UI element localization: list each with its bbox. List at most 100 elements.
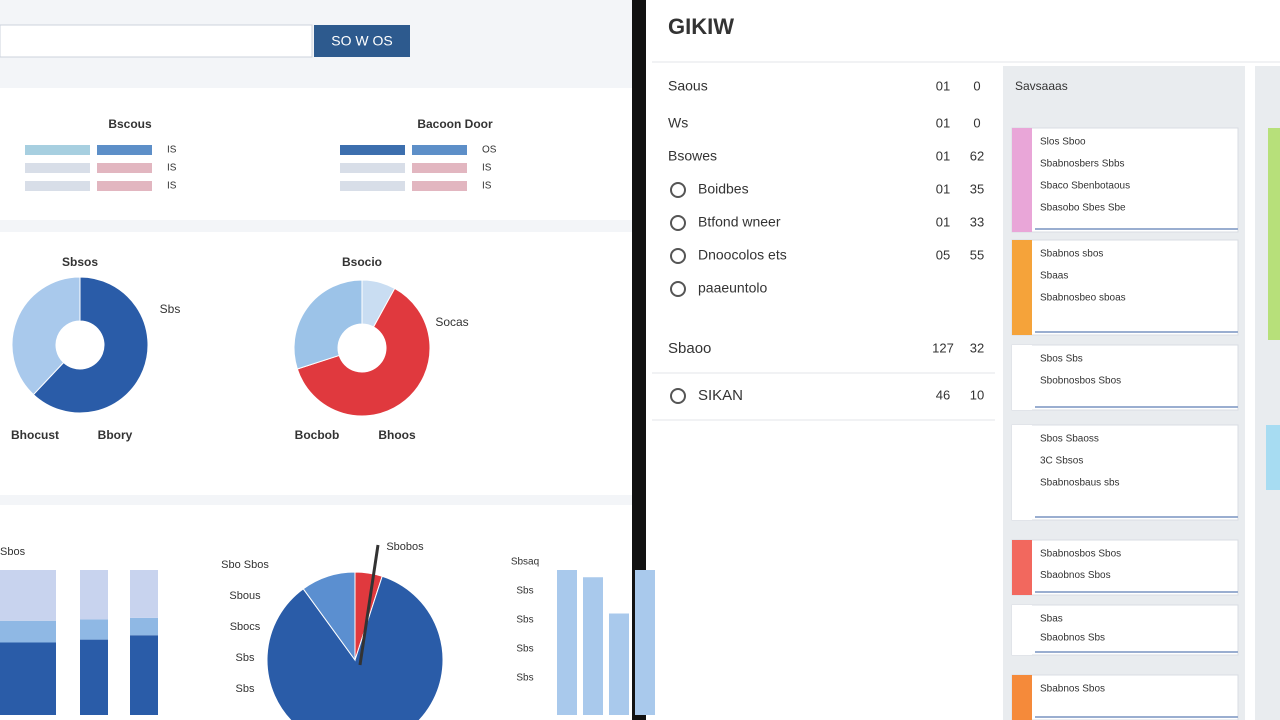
pie-pointer: [358, 544, 380, 666]
card-stripe: [1012, 540, 1032, 595]
stat-value: IS: [167, 145, 177, 156]
card-text: Sbas: [1040, 614, 1063, 625]
nav-count: 0: [973, 115, 980, 130]
card-stripe: [1012, 345, 1032, 410]
section-count: 32: [970, 340, 984, 355]
nav-item: Dnoocolos ets: [698, 247, 787, 263]
card: [1011, 127, 1239, 233]
stat-bar: [25, 163, 90, 173]
card-text: Sbos Sbs: [1040, 354, 1083, 365]
stat-title: Bscous: [108, 117, 152, 131]
card: [1011, 539, 1239, 596]
stat-bar: [97, 163, 152, 173]
donut-label: Sbs: [160, 302, 181, 316]
bars2-label: Sbs: [516, 615, 533, 626]
bar: [0, 570, 28, 621]
stat-bar: [97, 145, 152, 155]
card-stripe: [1012, 425, 1032, 520]
nav-count: 35: [970, 181, 984, 196]
bars2-label: Sbs: [516, 673, 533, 684]
stats-card: [0, 88, 632, 220]
card-stripe: [1012, 675, 1032, 720]
bar: [557, 570, 577, 715]
card-text: Slos Sboo: [1040, 137, 1086, 148]
card-text: Sbaco Sbenbotaous: [1040, 181, 1130, 192]
card-text: Sbabnosbaus sbs: [1040, 478, 1120, 489]
stat-bar: [412, 163, 467, 173]
bars2-label: Sbs: [516, 586, 533, 597]
nav-count: 05: [936, 247, 950, 262]
bars2-label: Sbsaq: [511, 557, 539, 568]
card-text: Sbabnos sbos: [1040, 249, 1103, 260]
stat-value: IS: [482, 181, 492, 192]
donut-caption: Bhoos: [378, 428, 416, 442]
pie-label: Sbs: [236, 652, 255, 664]
search-button[interactable]: [314, 25, 410, 57]
bar: [130, 617, 158, 636]
stat-bar: [340, 163, 405, 173]
pie-label: Sbous: [229, 590, 261, 602]
stat-bar: [25, 145, 90, 155]
donut-caption: Bbory: [98, 428, 133, 442]
nav-icon: [670, 281, 686, 297]
donut-label: Socas: [435, 315, 468, 329]
donut-caption: Bocbob: [295, 428, 340, 442]
nav-item: Ws: [668, 115, 688, 131]
section-label: SIKAN: [698, 387, 743, 404]
stat-value: IS: [482, 163, 492, 174]
card-text: Sbobnosbos Sbos: [1040, 376, 1121, 387]
card-stripe: [1268, 128, 1280, 340]
stat-bar: [340, 181, 405, 191]
card-stripe: [1266, 425, 1280, 490]
stat-value: IS: [167, 163, 177, 174]
pie-slice: [296, 287, 431, 417]
stat-value: IS: [167, 181, 177, 192]
nav-item: paaeuntolo: [698, 280, 768, 296]
section-count: 46: [936, 387, 950, 402]
bar: [635, 570, 655, 715]
card-text: Sbasobo Sbes Sbe: [1040, 203, 1126, 214]
column-title: Savsaaas: [1015, 79, 1068, 93]
bar: [80, 619, 108, 640]
nav-count: 33: [970, 214, 984, 229]
card-text: Sbaas: [1040, 271, 1068, 282]
card: [1011, 344, 1239, 411]
nav-item: Saous: [668, 78, 708, 94]
nav-count: 62: [970, 148, 984, 163]
bar: [28, 642, 56, 715]
pie-slice: [293, 279, 363, 370]
nav-count: 01: [936, 214, 950, 229]
card-text: 3C Sbsos: [1040, 456, 1083, 467]
stat-bar: [412, 145, 467, 155]
donut-title: Bsocio: [342, 255, 382, 269]
pie-label: Sbocs: [230, 621, 261, 633]
donut-title: Sbsos: [62, 255, 98, 269]
section-count: 10: [970, 387, 984, 402]
pie-label: Sbs: [236, 683, 255, 695]
bar: [130, 635, 158, 715]
bar: [609, 613, 629, 715]
nav-icon: [670, 248, 686, 264]
nav-item: Bsowes: [668, 148, 717, 164]
app-title: GIKIW: [668, 14, 734, 39]
card-text: Sbabnosbeo sboas: [1040, 293, 1126, 304]
stat-bar: [97, 181, 152, 191]
card-text: Sbaobnos Sbos: [1040, 570, 1111, 581]
nav-count: 0: [973, 78, 980, 93]
bar: [80, 570, 108, 620]
pie-label: Sbo Sbos: [221, 559, 269, 571]
nav-count: 01: [936, 115, 950, 130]
bar: [28, 570, 56, 621]
search-button-label: SO W OS: [331, 33, 392, 49]
search-input[interactable]: [0, 24, 313, 58]
card-text: Sbabnosbos Sbos: [1040, 549, 1121, 560]
nav-icon: [670, 215, 686, 231]
stat-bar: [25, 181, 90, 191]
nav-icon: [670, 182, 686, 198]
card-stripe: [1012, 605, 1032, 655]
stat-value: OS: [482, 145, 497, 156]
card: [1011, 674, 1239, 720]
nav-count: 01: [936, 181, 950, 196]
nav-count: 01: [936, 78, 950, 93]
